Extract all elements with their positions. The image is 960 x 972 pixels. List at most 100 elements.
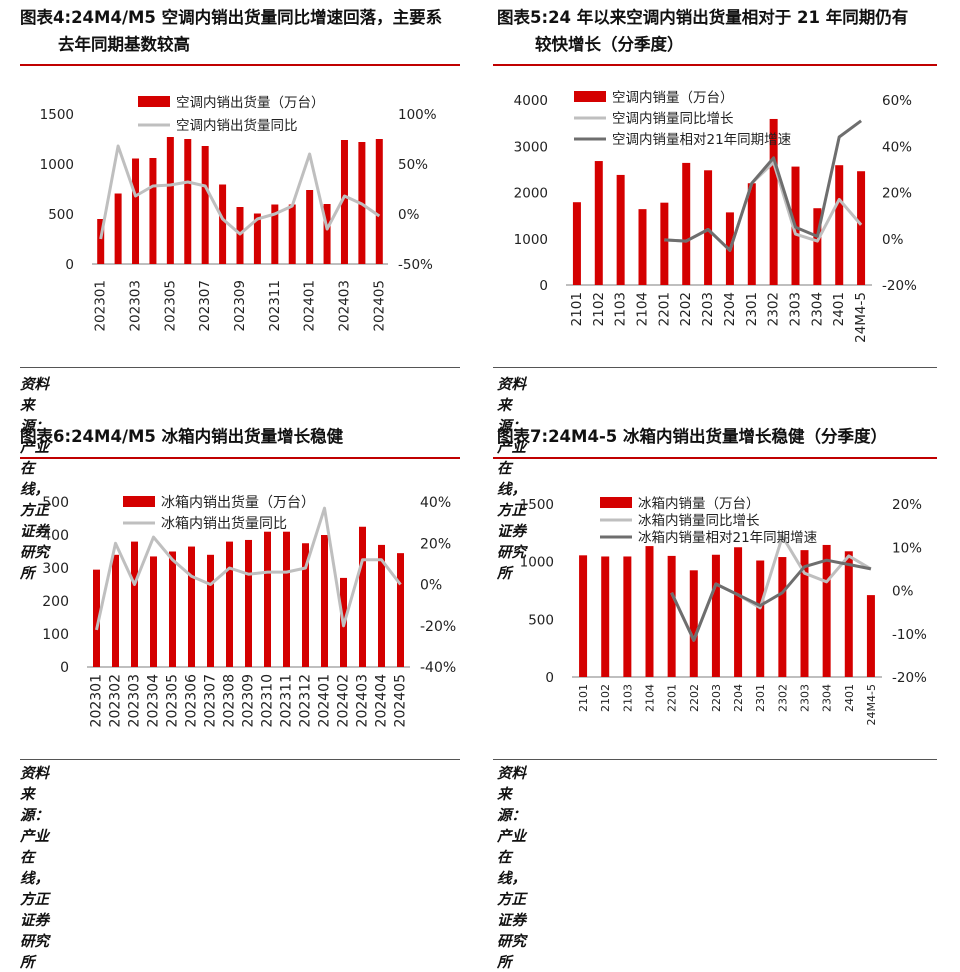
left-axis-tick-label: 1500 — [520, 497, 554, 513]
bar-2101 — [573, 202, 581, 285]
left-axis-tick-label: 1000 — [514, 232, 548, 248]
legend-swatch-bar — [574, 91, 606, 102]
bar-2401 — [835, 165, 843, 285]
bar-202305 — [167, 137, 174, 264]
bar-2103 — [617, 175, 625, 285]
legend-label: 冰箱内销量（万台） — [638, 496, 760, 512]
left-axis-tick-label: 500 — [42, 495, 69, 511]
x-tick-label: 202403 — [355, 674, 371, 727]
x-tick-label: 202311 — [267, 280, 283, 332]
x-tick-label: 2102 — [599, 684, 612, 712]
left-axis-tick-label: 500 — [48, 207, 74, 223]
bar-2301 — [748, 183, 756, 285]
x-tick-label: 202401 — [302, 280, 318, 332]
right-axis-tick-label: 0% — [892, 584, 914, 600]
right-axis-tick-label: 0% — [398, 207, 420, 223]
x-tick-label: 202405 — [371, 280, 387, 332]
legend-swatch-bar — [138, 96, 170, 107]
bar-2203 — [712, 555, 720, 677]
x-tick-label: 202305 — [165, 674, 181, 727]
right-axis-tick-label: -20% — [882, 278, 917, 294]
legend-label: 空调内销量同比增长 — [612, 111, 734, 127]
chart-4-title-line2: 去年同期基数较高 — [20, 31, 470, 58]
bar-2201 — [668, 556, 676, 677]
x-tick-label: 2204 — [722, 292, 738, 326]
x-tick-label: 202309 — [232, 280, 248, 332]
x-tick-label: 2401 — [843, 684, 856, 712]
bar-2401 — [845, 551, 853, 677]
bar-2304 — [823, 545, 831, 677]
bar-202303 — [131, 542, 138, 667]
bar-24M4-5 — [857, 171, 865, 285]
right-axis-tick-label: 40% — [882, 139, 912, 155]
left-axis-tick-label: 500 — [528, 612, 554, 628]
x-tick-label: 2102 — [591, 292, 607, 326]
x-tick-label: 202307 — [197, 280, 213, 332]
x-tick-label: 202405 — [393, 674, 409, 727]
left-axis-tick-label: 1500 — [40, 107, 74, 123]
bar-202403 — [359, 527, 366, 667]
bar-202302 — [115, 194, 122, 265]
chart-7-bottom-rule — [493, 759, 937, 760]
right-axis-tick-label: -50% — [398, 257, 433, 273]
left-axis-tick-label: 0 — [545, 670, 554, 686]
chart-4-title-line1: 图表4:24M4/M5 空调内销出货量同比增速回落，主要系 — [20, 8, 442, 27]
x-tick-label: 2302 — [766, 292, 782, 326]
right-axis-tick-label: -40% — [420, 660, 456, 676]
bar-2104 — [646, 546, 654, 677]
x-tick-label: 2104 — [635, 292, 651, 326]
left-axis-tick-label: 300 — [42, 561, 69, 577]
x-tick-label: 2204 — [732, 684, 745, 712]
x-tick-label: 202307 — [203, 674, 219, 727]
right-axis-tick-label: 20% — [882, 186, 912, 202]
x-tick-label: 202311 — [279, 674, 295, 727]
bar-2201 — [660, 203, 668, 285]
right-axis-tick-label: 20% — [420, 536, 451, 552]
bar-202306 — [184, 139, 191, 264]
bar-202305 — [169, 552, 176, 668]
left-axis-tick-label: 4000 — [514, 93, 548, 109]
legend-label: 冰箱内销量同比增长 — [638, 513, 760, 529]
bar-2103 — [623, 556, 631, 677]
left-axis-tick-label: 1000 — [520, 555, 554, 571]
bar-202306 — [188, 547, 195, 667]
x-tick-label: 2201 — [666, 684, 679, 712]
right-axis-tick-label: -20% — [892, 670, 927, 686]
bar-24M4-5 — [867, 595, 875, 677]
x-tick-label: 202304 — [146, 674, 162, 728]
x-tick-label: 2303 — [799, 684, 812, 712]
x-tick-label: 2202 — [678, 292, 694, 326]
left-axis-tick-label: 3000 — [514, 139, 548, 155]
x-tick-label: 202310 — [260, 674, 276, 727]
x-tick-label: 202306 — [184, 674, 200, 728]
chart-7-title: 图表7:24M4-5 冰箱内销出货量增长稳健（分季度） — [497, 423, 947, 450]
x-tick-label: 2101 — [569, 292, 585, 326]
chart-6-source: 资料来源：产业在线，方正证券研究所 — [20, 762, 49, 972]
left-axis-tick-label: 400 — [42, 528, 69, 544]
bar-202307 — [207, 555, 214, 667]
x-tick-label: 24M4-5 — [865, 684, 878, 725]
x-tick-label: 2201 — [656, 292, 672, 326]
x-tick-label: 2103 — [621, 684, 634, 712]
left-axis-tick-label: 0 — [65, 257, 74, 273]
chart-7-source: 资料来源：产业在线，方正证券研究所 — [497, 762, 526, 972]
bar-202307 — [202, 146, 209, 264]
legend-label: 冰箱内销出货量（万台） — [161, 494, 315, 511]
left-axis-tick-label: 2000 — [514, 186, 548, 202]
right-axis-tick-label: 20% — [892, 497, 922, 513]
x-tick-label: 2104 — [644, 684, 657, 712]
bar-202401 — [306, 190, 313, 264]
x-tick-label: 2101 — [577, 684, 590, 712]
x-tick-label: 2301 — [754, 684, 767, 712]
x-tick-label: 202302 — [108, 674, 124, 727]
bar-202311 — [283, 532, 290, 667]
chart-7-top-rule — [493, 457, 937, 459]
right-axis-tick-label: 40% — [420, 495, 451, 511]
bar-202302 — [112, 555, 119, 667]
chart-4-bottom-rule — [20, 367, 460, 368]
x-tick-label: 2203 — [700, 292, 716, 326]
